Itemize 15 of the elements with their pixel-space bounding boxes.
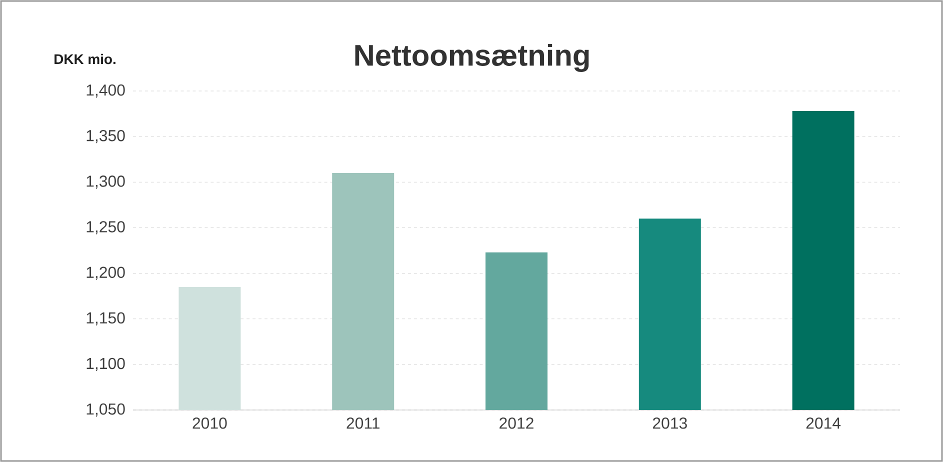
y-tick-label: 1,400 [86, 84, 125, 98]
y-tick-label: 1,100 [86, 358, 125, 372]
x-tick-label: 2010 [192, 418, 227, 429]
y-tick-label: 1,200 [86, 266, 125, 280]
y-tick-label: 1,050 [86, 403, 125, 417]
x-tick-label: 2013 [652, 418, 687, 429]
y-tick-label: 1,250 [86, 221, 125, 234]
chart-title: Nettoomsætning [355, 44, 589, 72]
y-tick-label: 1,150 [86, 312, 125, 326]
x-tick-label: 2014 [806, 418, 841, 429]
y-tick-label: 1,350 [86, 130, 125, 144]
x-tick-label: 2011 [346, 418, 380, 429]
x-tick-label: 2012 [500, 418, 534, 429]
y-axis-title: DKK mio. [54, 54, 116, 64]
y-tick-label: 1,300 [86, 176, 125, 189]
